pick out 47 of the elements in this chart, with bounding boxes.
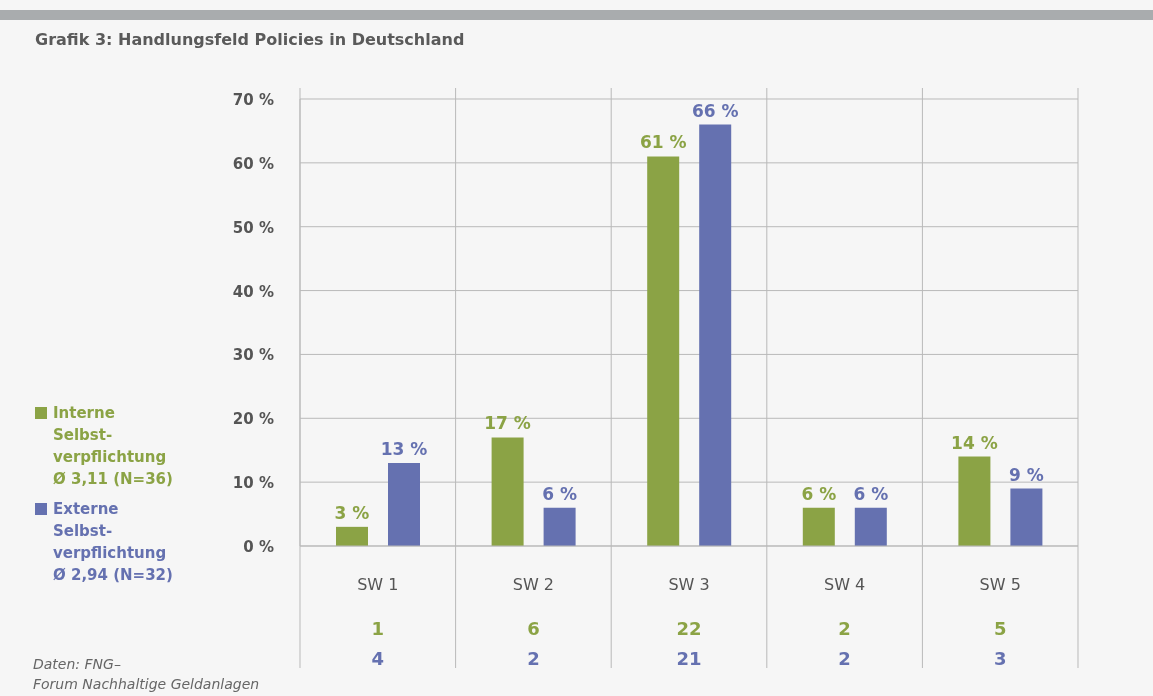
data-label: 6 % [801, 483, 837, 504]
y-tick-label: 20 % [232, 410, 274, 429]
bar [699, 124, 732, 546]
bar [543, 507, 576, 546]
text: 2 [837, 648, 852, 669]
bar [491, 437, 524, 546]
data-label: 66 % [691, 100, 739, 121]
y-tick-label: 10 % [232, 474, 274, 493]
y-tick-label: 70 % [232, 91, 274, 109]
data-label: 17 % [484, 413, 531, 434]
text: 2 [526, 648, 541, 669]
x-tick-label: SW 2 [512, 575, 555, 594]
bar [647, 156, 680, 546]
text: 21 [675, 648, 703, 669]
bar [388, 462, 420, 546]
bar [1010, 488, 1043, 546]
data-label: 3 % [334, 502, 370, 523]
data-label: 6 % [542, 483, 577, 504]
x-tick-label: SW 5 [979, 575, 1021, 594]
bar [958, 456, 991, 546]
bar [802, 507, 835, 546]
y-tick-label: 30 % [232, 346, 274, 365]
x-tick-label: SW 4 [823, 575, 866, 594]
data-label: 14 % [951, 432, 998, 453]
text: 5 [992, 618, 1008, 639]
text: Daten: FNG– Forum Nachhaltige Geldanlagen [33, 655, 260, 694]
text: 3 [992, 648, 1008, 669]
y-tick-label: 50 % [232, 218, 274, 237]
text: 1 [370, 618, 386, 639]
text: 22 [675, 618, 703, 639]
x-tick-label: SW 1 [357, 575, 399, 594]
x-tick-label: SW 3 [668, 575, 710, 594]
text: 4 [370, 648, 386, 669]
text: 6 [526, 618, 541, 639]
data-label: 9 % [1009, 464, 1044, 485]
data-label: 13 % [380, 438, 428, 459]
data-label: 61 % [639, 132, 687, 153]
text: 2 [837, 618, 852, 639]
y-tick-label: 60 % [232, 154, 274, 173]
legend-label: Externe Selbst-verpflichtung Ø 2,94 (N=32) [53, 499, 174, 586]
legend-label: Interne Selbst-verpflichtung Ø 3,11 (N=36) [53, 403, 174, 490]
y-tick-label: 0 % [243, 538, 274, 556]
y-tick-label: 40 % [232, 282, 274, 301]
data-label: 6 % [853, 483, 889, 504]
bar [854, 507, 887, 546]
bar [336, 526, 368, 546]
chart-title: Grafik 3: Handlungsfeld Policies in Deutschland [35, 30, 465, 49]
